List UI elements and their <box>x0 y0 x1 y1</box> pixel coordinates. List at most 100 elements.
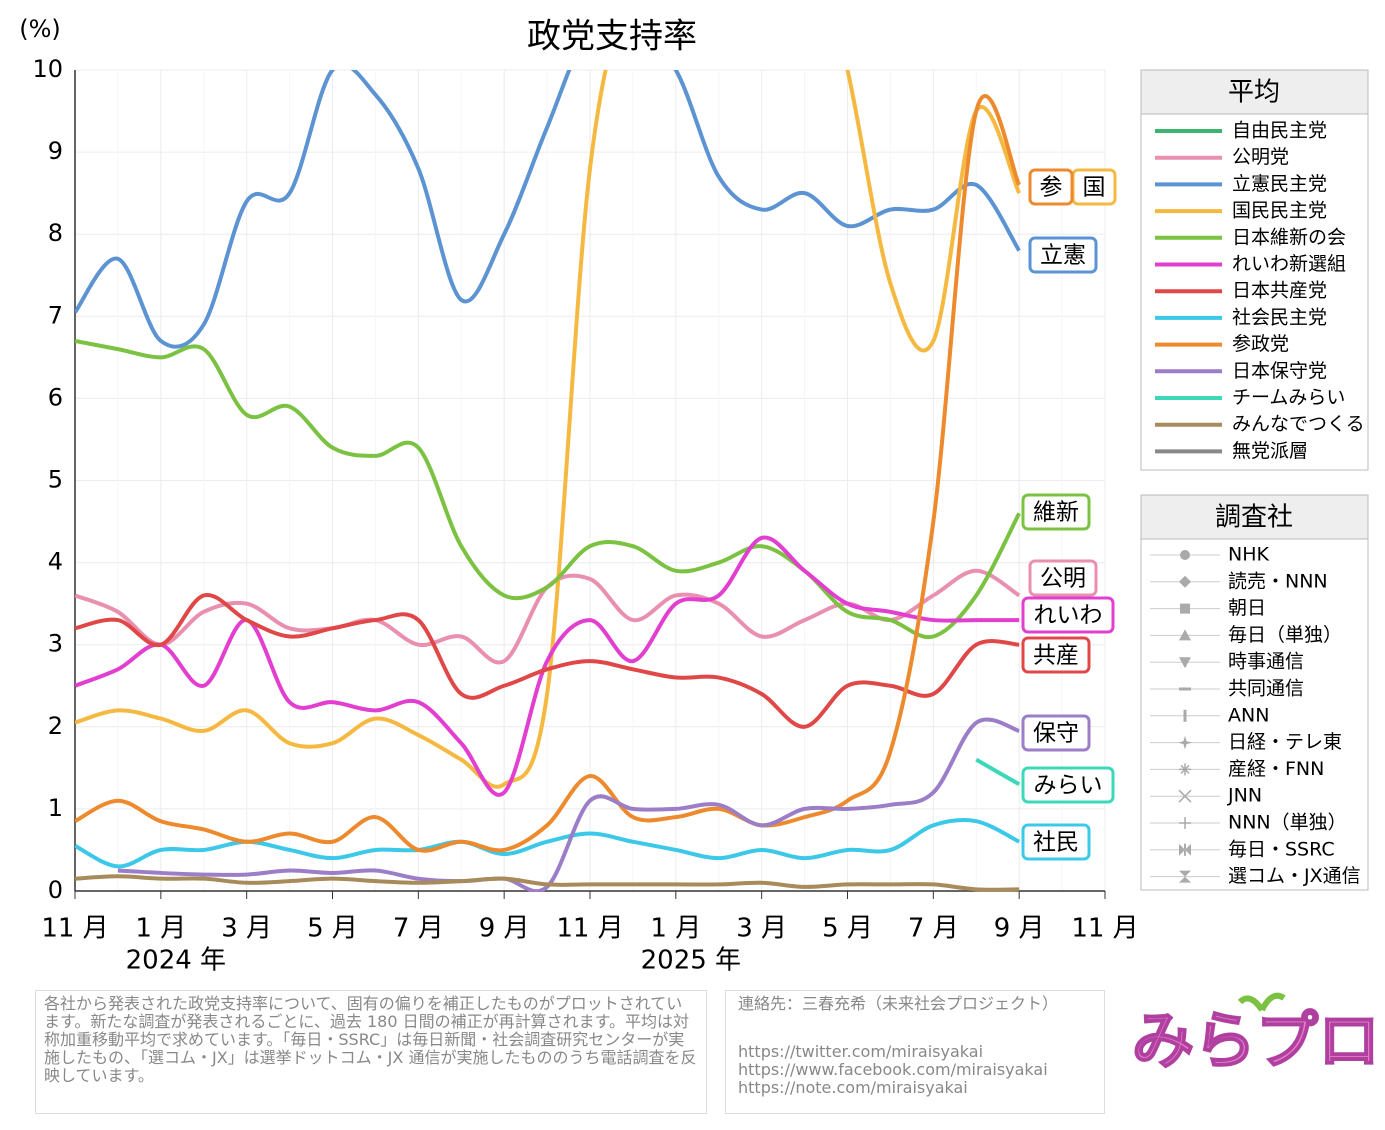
line-tag: 国 <box>1083 175 1106 201</box>
link: https://www.facebook.com/miraisyakai <box>738 1060 1048 1079</box>
legend-label: 国民民主党 <box>1232 200 1327 222</box>
pollster-header <box>1140 494 1369 540</box>
pollster-label: 読売・NNN <box>1228 570 1328 592</box>
pollster-label: 時事通信 <box>1228 651 1304 673</box>
pollster-symbol <box>1179 657 1191 669</box>
contact-box: 連絡先：三春充希（未来社会プロジェクト） https://twitter.com… <box>725 990 1105 1114</box>
line-tag-box <box>1028 559 1098 597</box>
line-tag-box <box>1028 236 1098 274</box>
pollster-symbol <box>1179 843 1191 856</box>
series-line <box>75 94 1021 853</box>
plot-area <box>75 70 1021 892</box>
pollster-label: NHK <box>1228 544 1270 566</box>
y-tick-label: 3 <box>48 630 63 658</box>
note-text: 各社から発表された政党支持率について、固有の偏りを補正したものがプロットされてい… <box>35 990 707 1114</box>
legend-label: みんなでつくる <box>1232 413 1365 435</box>
link: https://note.com/miraisyakai <box>738 1078 968 1097</box>
logo: みらプロ <box>1132 1004 1380 1077</box>
pollster-label: NNN（単独） <box>1228 812 1347 834</box>
legend-label: 日本維新の会 <box>1232 226 1346 248</box>
y-tick-label: 1 <box>48 794 63 822</box>
pollster-label: 朝日 <box>1228 597 1266 619</box>
series-line <box>975 757 1021 787</box>
line-tag: みらい <box>1034 773 1103 799</box>
legend-label: チームみらい <box>1232 387 1345 409</box>
line-tag-box <box>1028 168 1074 206</box>
legend-label: 参政党 <box>1232 333 1289 355</box>
pollster-label: 産経・FNN <box>1228 758 1324 780</box>
series-line <box>75 535 1020 797</box>
y-tick-label: 0 <box>48 876 63 904</box>
y-tick-label: 5 <box>48 466 63 494</box>
x-tick-label: 3 月 <box>221 914 272 944</box>
series-line <box>75 818 1021 869</box>
y-tick-label: 4 <box>48 548 63 576</box>
pollster-symbol <box>1179 763 1191 776</box>
legend-label: れいわ新選組 <box>1232 253 1346 275</box>
pollster-symbol <box>1179 575 1191 588</box>
line-tag: 維新 <box>1033 500 1079 526</box>
pollster-symbol <box>1180 550 1190 560</box>
y-tick-label: 9 <box>48 137 63 165</box>
y-axis-label: (%) <box>19 15 61 43</box>
x-tick-label: 3 月 <box>736 914 787 944</box>
legend-label: 日本保守党 <box>1232 360 1327 382</box>
line-tag: 保守 <box>1033 721 1079 747</box>
pollster-symbol <box>1179 870 1191 883</box>
x-tick-label: 11 月 <box>41 914 108 944</box>
pollster-label: 共同通信 <box>1228 678 1304 700</box>
line-tag: 立憲 <box>1040 243 1086 269</box>
line-tag-box <box>1021 823 1091 861</box>
series-line <box>117 717 1020 892</box>
line-tag: 共産 <box>1033 643 1079 669</box>
legend-label: 立憲民主党 <box>1232 173 1327 195</box>
series-line <box>75 593 1020 729</box>
line-tag-box <box>1021 493 1091 531</box>
line-tag-box <box>1021 636 1091 674</box>
x-tick-label: 9 月 <box>479 914 530 944</box>
x-tick-label: 11 月 <box>556 914 623 944</box>
x-tick-label: 9 月 <box>994 914 1045 944</box>
legend-label: 無党派層 <box>1232 440 1308 462</box>
pollster-symbol <box>1178 789 1192 803</box>
legend-label: 自由民主党 <box>1232 120 1327 142</box>
line-tag: 社民 <box>1033 830 1079 856</box>
x-tick-label: 1 月 <box>650 914 701 944</box>
link: https://twitter.com/miraisyakai <box>738 1042 984 1061</box>
pollster-symbol <box>1180 603 1190 614</box>
line-tag-box <box>1021 766 1115 804</box>
legend-box <box>1140 69 1369 471</box>
logo-sprout <box>1237 992 1286 1012</box>
year-label: 2024 年 <box>126 946 226 976</box>
legend-label: 日本共産党 <box>1232 280 1327 302</box>
y-tick-label: 8 <box>48 219 63 247</box>
legend-label: 社会民主党 <box>1232 306 1327 328</box>
legend-title: 平均 <box>1228 78 1280 108</box>
pollster-symbol <box>1179 629 1191 641</box>
pollster-symbol <box>1178 735 1192 750</box>
series-line <box>75 338 1021 640</box>
y-tick-label: 2 <box>48 712 63 740</box>
pollster-label: JNN <box>1227 785 1262 807</box>
y-tick-label: 10 <box>32 55 63 83</box>
year-label: 2025 年 <box>641 946 741 976</box>
x-tick-label: 1 月 <box>135 914 186 944</box>
pollster-label: ANN <box>1228 704 1269 726</box>
pollster-label: 毎日（単独） <box>1228 624 1342 646</box>
pollster-label: 日経・テレ東 <box>1228 731 1342 753</box>
y-tick-label: 7 <box>48 301 63 329</box>
x-tick-label: 7 月 <box>908 914 959 944</box>
series-line <box>75 70 1021 349</box>
pollster-label: 選コム・JX通信 <box>1228 865 1361 887</box>
y-tick-label: 6 <box>48 383 63 411</box>
x-tick-label: 11 月 <box>1071 914 1138 944</box>
line-tag-box <box>1021 714 1091 752</box>
pollster-label: 毎日・SSRC <box>1228 838 1335 860</box>
pollster-symbol <box>1179 817 1191 829</box>
line-tag: 参 <box>1040 175 1063 201</box>
line-tag-box <box>1021 596 1115 634</box>
pollster-symbol <box>1179 687 1191 691</box>
line-tag: れいわ <box>1034 603 1103 629</box>
